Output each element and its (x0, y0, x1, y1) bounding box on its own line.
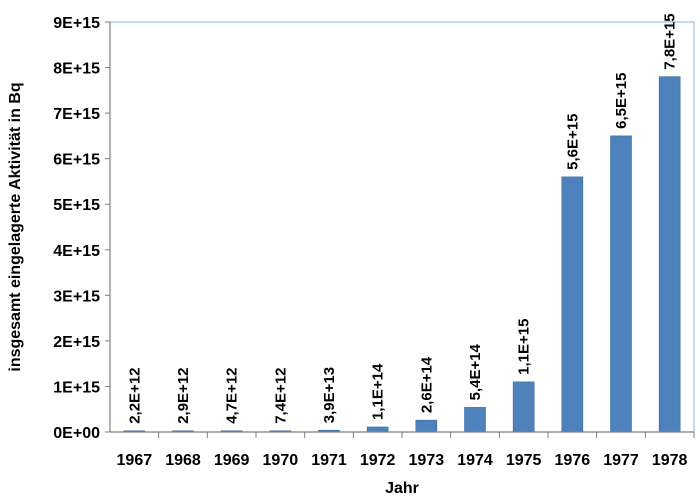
bar-series (123, 76, 681, 433)
y-tick-label: 4E+15 (53, 243, 100, 260)
bar (512, 381, 535, 433)
y-axis-ticks: 0E+00 1E+15 2E+15 3E+15 4E+15 5E+15 6E+15 7E+15… (53, 15, 110, 442)
y-tick-label: 6E+15 (53, 152, 100, 169)
x-tick-label: 1977 (603, 452, 639, 469)
y-tick-label: 1E+15 (53, 379, 100, 396)
x-tick-label: 1968 (165, 452, 201, 469)
bar (464, 407, 486, 433)
data-label: 7,4E+12 (272, 367, 289, 423)
data-label: 6,5E+15 (613, 73, 630, 129)
data-label: 5,4E+14 (467, 343, 484, 400)
bar (561, 176, 584, 433)
x-axis-ticks: 1967 1968 1969 1970 1971 1972 1973 1974 1975 1976… (117, 432, 695, 469)
x-tick-label: 1969 (214, 452, 250, 469)
x-tick-label: 1976 (555, 452, 591, 469)
data-label: 2,6E+14 (418, 356, 435, 413)
x-tick-label: 1967 (117, 452, 153, 469)
data-label: 2,2E+12 (126, 367, 143, 423)
bar (658, 76, 681, 433)
x-tick-label: 1970 (263, 452, 299, 469)
data-label: 1,1E+14 (370, 363, 387, 420)
y-tick-label: 9E+15 (53, 15, 100, 32)
x-tick-label: 1971 (311, 452, 347, 469)
y-tick-label: 7E+15 (53, 106, 100, 123)
y-tick-label: 0E+00 (53, 425, 100, 442)
data-label: 3,9E+13 (321, 367, 338, 423)
x-tick-label: 1973 (409, 452, 445, 469)
x-axis-title: Jahr (385, 480, 419, 497)
x-tick-label: 1978 (652, 452, 688, 469)
x-tick-label: 1975 (506, 452, 542, 469)
y-tick-label: 8E+15 (53, 61, 100, 78)
y-axis-title: insgesamt eingelagerte Aktivität in Bq (7, 82, 24, 371)
bar (415, 419, 438, 433)
data-label: 7,8E+15 (662, 13, 679, 69)
y-tick-label: 3E+15 (53, 288, 100, 305)
x-tick-label: 1972 (360, 452, 396, 469)
bar (366, 426, 389, 433)
data-label: 5,6E+15 (564, 114, 581, 170)
data-label: 1,1E+15 (516, 319, 533, 375)
data-labels: 2,2E+12 2,9E+12 4,7E+12 7,4E+12 3,9E+13 1,1E+… (126, 13, 678, 423)
data-label: 4,7E+12 (224, 367, 241, 423)
y-tick-label: 2E+15 (53, 334, 100, 351)
plot-area-border (109, 21, 695, 433)
data-label: 2,9E+12 (175, 367, 192, 423)
y-tick-label: 5E+15 (53, 197, 100, 214)
x-tick-label: 1974 (457, 452, 493, 469)
bar (610, 135, 632, 433)
